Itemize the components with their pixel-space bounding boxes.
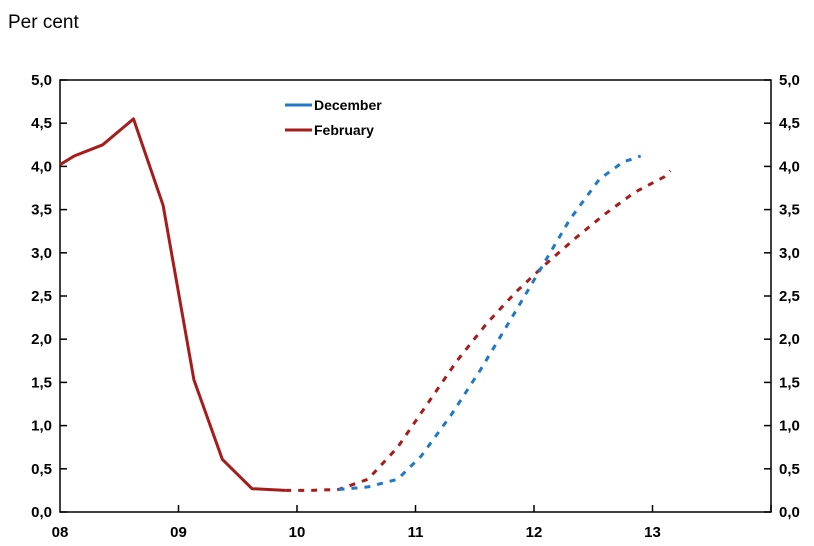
x-tick-label: 08 <box>52 524 69 541</box>
x-tick-label: 12 <box>526 524 543 541</box>
y-tick-label-left: 4,0 <box>31 158 52 175</box>
y-tick-label-right: 4,0 <box>779 158 800 175</box>
y-tick-label-right: 0,0 <box>779 504 800 521</box>
y-tick-label-right: 5,0 <box>779 72 800 89</box>
chart-legend: December February <box>278 90 418 146</box>
chart-axes: 0,0 0,0 0,5 0,5 1,0 1,0 1,5 1,5 2,0 2,0 2,5 2,5 3,0 3… <box>31 72 800 541</box>
y-tick-label-left: 5,0 <box>31 72 52 89</box>
y-tick-label-right: 1,5 <box>779 374 800 391</box>
y-tick-label-right: 3,0 <box>779 245 800 262</box>
y-tick-label-left: 4,5 <box>31 115 52 132</box>
y-axis-unit-label: Per cent <box>8 12 79 33</box>
series-line-february-solid <box>59 117 286 492</box>
y-tick-label-right: 4,5 <box>779 115 800 132</box>
y-tick-label-right: 2,5 <box>779 288 800 305</box>
y-tick-label-left: 2,5 <box>31 288 52 305</box>
series-line-february-dashed <box>285 169 672 492</box>
legend-label-december: December <box>314 97 382 113</box>
series-line-december-dashed <box>338 154 642 491</box>
y-tick-label-left: 3,5 <box>31 202 52 219</box>
y-tick-label-left: 0,0 <box>31 504 52 521</box>
y-tick-label-left: 2,0 <box>31 331 52 348</box>
x-tick-label: 09 <box>170 524 187 541</box>
legend-box <box>278 90 418 146</box>
y-tick-label-left: 0,5 <box>31 461 52 478</box>
x-tick-label: 11 <box>408 524 424 541</box>
y-tick-label-left: 1,5 <box>31 374 52 391</box>
legend-label-february: February <box>314 122 374 138</box>
y-tick-label-right: 2,0 <box>779 331 800 348</box>
chart-lines <box>59 117 672 492</box>
y-tick-label-left: 3,0 <box>31 245 52 262</box>
y-tick-label-right: 3,5 <box>779 202 800 219</box>
y-tick-label-right: 1,0 <box>779 418 800 435</box>
y-tick-label-right: 0,5 <box>779 461 800 478</box>
x-tick-label: 13 <box>644 524 661 541</box>
y-tick-label-left: 1,0 <box>31 418 52 435</box>
x-tick-label: 10 <box>289 524 306 541</box>
